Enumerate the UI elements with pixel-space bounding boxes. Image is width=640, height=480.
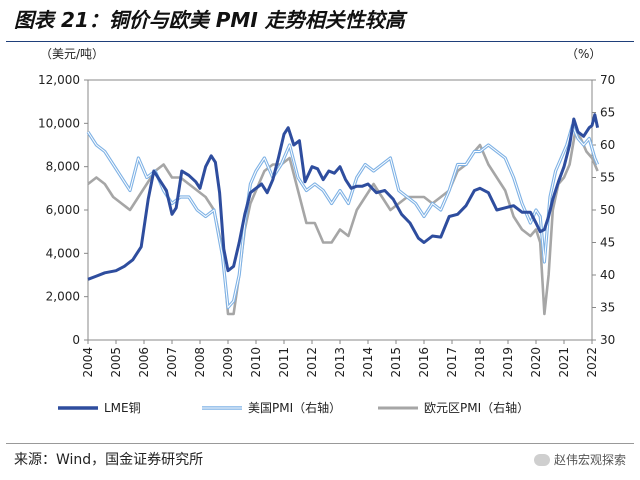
right-tick-label: 30 xyxy=(600,333,615,347)
x-tick-label: 2009 xyxy=(221,347,235,378)
left-tick-label: 2,000 xyxy=(46,290,80,304)
x-tick-label: 2021 xyxy=(557,347,571,378)
x-axis-ticks: 2004 2005 2006 2007 2008 2009 2010 2011 2012 2013… xyxy=(81,340,599,378)
right-axis-ticks: 30 35 40 45 50 55 60 65 70 xyxy=(592,73,615,347)
footer-divider xyxy=(6,443,634,444)
x-tick-label: 2022 xyxy=(585,347,599,378)
right-tick-label: 60 xyxy=(600,138,615,152)
series-line-lme-copper xyxy=(87,113,600,281)
left-tick-label: 12,000 xyxy=(38,73,80,87)
legend-item-euro-pmi-label: 欧元区PMI（右轴） xyxy=(424,400,529,415)
x-tick-label: 2007 xyxy=(165,347,179,378)
left-tick-label: 10,000 xyxy=(38,116,80,130)
right-tick-label: 50 xyxy=(600,203,615,217)
chart-svg: 0 2,000 4,000 6,000 8,000 10,000 12,000 30 35 40… xyxy=(38,47,615,415)
chart-title: 图表 21：铜价与欧美 PMI 走势相关性较高 xyxy=(14,8,405,32)
legend: LME铜 美国PMI（右轴） 欧元区PMI（右轴） xyxy=(58,400,529,415)
left-tick-label: 6,000 xyxy=(46,203,80,217)
x-tick-label: 2017 xyxy=(445,347,459,378)
x-tick-label: 2004 xyxy=(81,347,95,378)
right-tick-label: 40 xyxy=(600,268,615,282)
right-tick-label: 35 xyxy=(600,301,615,315)
x-tick-label: 2010 xyxy=(249,347,263,378)
plot-frame xyxy=(87,79,593,341)
plot-area xyxy=(87,79,593,341)
x-tick-label: 2008 xyxy=(193,347,207,378)
legend-item-lme-copper-label: LME铜 xyxy=(104,400,141,415)
title-divider xyxy=(6,41,634,42)
right-tick-label: 45 xyxy=(600,236,615,250)
x-tick-label: 2020 xyxy=(529,347,543,378)
right-axis-unit: （%） xyxy=(566,47,601,61)
left-axis-unit: （美元/吨） xyxy=(40,47,104,61)
x-tick-label: 2005 xyxy=(109,347,123,378)
x-tick-label: 2012 xyxy=(305,347,319,378)
x-tick-label: 2011 xyxy=(277,347,291,378)
right-tick-label: 70 xyxy=(600,73,615,87)
left-axis-ticks: 0 2,000 4,000 6,000 8,000 10,000 12,000 xyxy=(38,73,88,347)
right-tick-label: 55 xyxy=(600,171,615,185)
series-layer xyxy=(86,113,600,316)
x-tick-label: 2016 xyxy=(417,347,431,378)
left-tick-label: 0 xyxy=(72,333,80,347)
watermark: 赵伟宏观探索 xyxy=(533,451,626,468)
legend-item-us-pmi-label: 美国PMI（右轴） xyxy=(248,400,341,415)
right-tick-label: 65 xyxy=(600,106,615,120)
x-tick-label: 2006 xyxy=(137,347,151,378)
series-line-us-pmi-inner xyxy=(87,125,599,308)
series-line-euro-pmi xyxy=(87,130,599,316)
watermark-text: 赵伟宏观探索 xyxy=(553,453,626,467)
x-tick-label: 2018 xyxy=(473,347,487,378)
left-tick-label: 4,000 xyxy=(46,246,80,260)
x-tick-label: 2014 xyxy=(361,347,375,378)
x-tick-label: 2013 xyxy=(333,347,347,378)
wechat-icon xyxy=(533,453,550,466)
x-tick-label: 2015 xyxy=(389,347,403,378)
source-note: 来源：Wind，国金证券研究所 xyxy=(14,452,204,468)
series-line-us-pmi-outline xyxy=(86,123,600,310)
x-tick-label: 2019 xyxy=(501,347,515,378)
left-tick-label: 8,000 xyxy=(46,160,80,174)
